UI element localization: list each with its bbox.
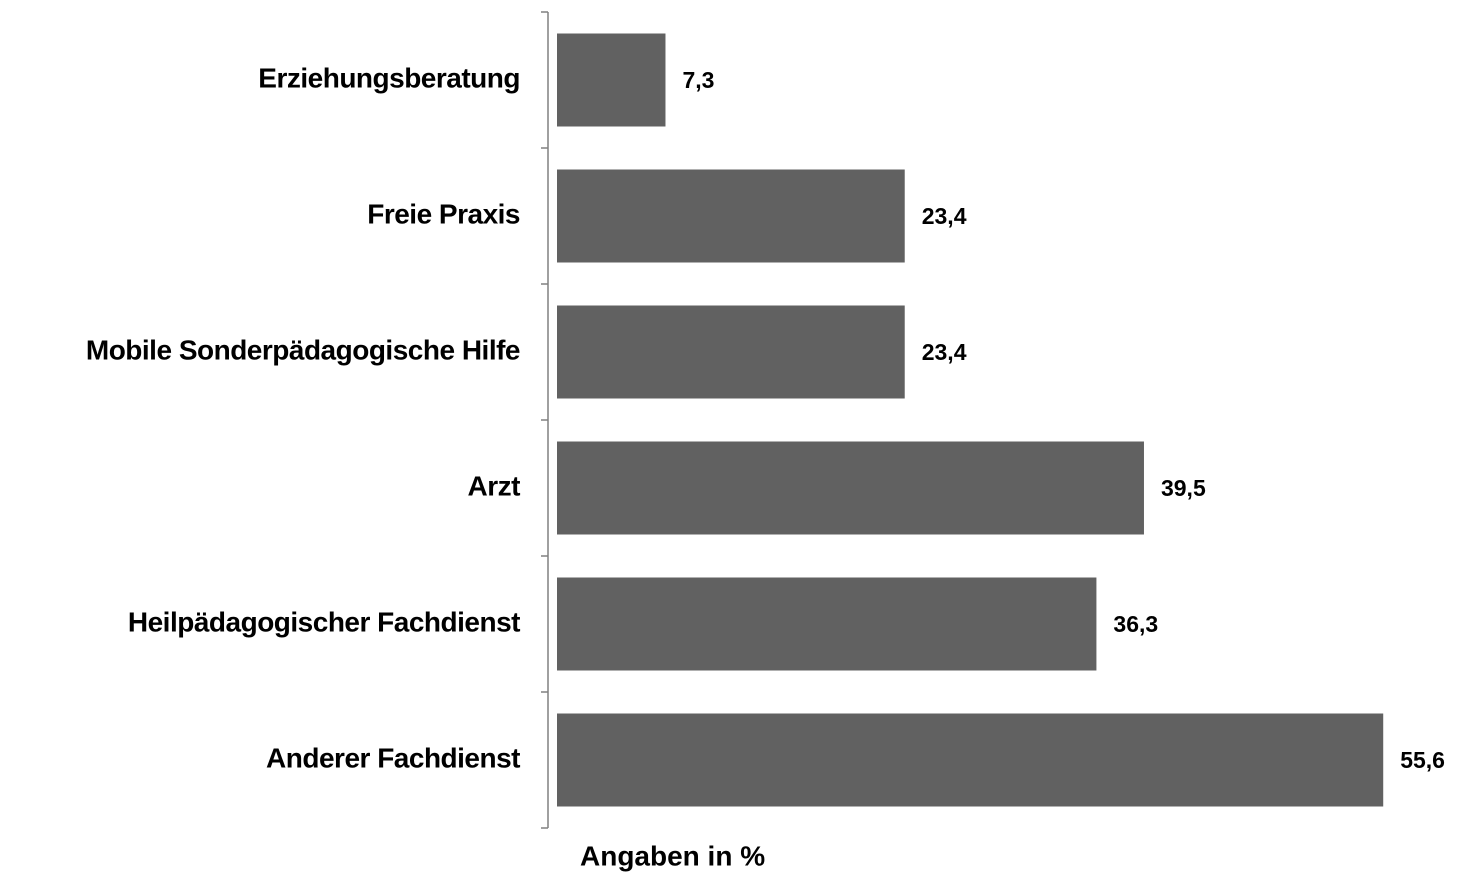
bar [557,577,1097,671]
bar [557,169,905,263]
data-label: 23,4 [922,339,967,365]
y-tick-label: Heilpädagogischer Fachdienst [128,606,520,637]
y-tick-label: Anderer Fachdienst [266,742,520,773]
data-label: 36,3 [1113,611,1158,637]
bar [557,305,905,399]
data-label: 7,3 [682,67,714,93]
bar [557,33,666,127]
y-tick-label: Arzt [468,470,521,501]
data-label: 55,6 [1400,747,1445,773]
y-tick-label: Erziehungsberatung [258,62,520,93]
bar [557,713,1384,807]
bar [557,441,1144,535]
x-axis-label: Angaben in % [580,840,765,871]
data-label: 39,5 [1161,475,1206,501]
data-label: 23,4 [922,203,967,229]
y-tick-label: Freie Praxis [367,198,520,229]
y-tick-label: Mobile Sonderpädagogische Hilfe [86,334,520,365]
